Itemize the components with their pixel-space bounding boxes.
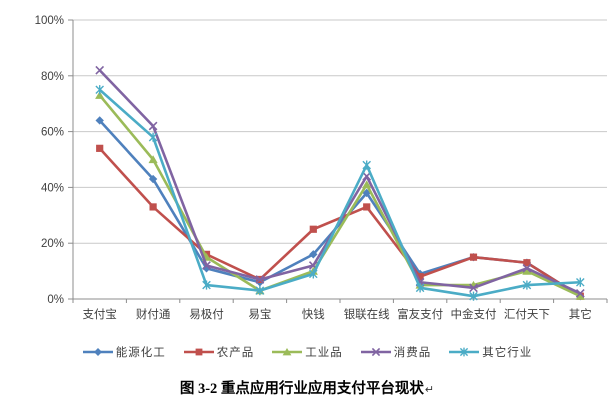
legend-item-label: 消费品 (393, 347, 432, 359)
x-tick-label: 快钱 (302, 307, 325, 321)
legend-item: 能源化工 (82, 344, 166, 360)
legend-item: 消费品 (360, 344, 432, 360)
x-marker-icon (575, 289, 585, 298)
asterisk-marker-icon (202, 280, 211, 290)
x-marker-icon (202, 261, 211, 270)
legend-key-icon (82, 348, 113, 356)
asterisk-marker-icon (362, 160, 371, 170)
legend-item: 工业品 (271, 344, 343, 360)
triangle-marker-icon (362, 180, 372, 189)
legend-item: 其它行业 (448, 344, 532, 360)
x-marker-icon (469, 283, 478, 293)
x-marker-icon (148, 121, 158, 131)
square-marker-icon (195, 348, 203, 356)
triangle-marker-icon (575, 292, 585, 300)
asterisk-marker-icon (576, 277, 585, 287)
triangle-marker-icon (282, 348, 292, 356)
legend-item: 农产品 (183, 344, 255, 360)
square-marker-icon (469, 253, 478, 261)
diamond-marker-icon (95, 116, 104, 125)
x-tick-label: 其它 (569, 307, 592, 321)
triangle-marker-icon (148, 155, 158, 164)
triangle-marker-icon (522, 266, 532, 275)
y-tick-label: 80% (41, 71, 64, 83)
figure-caption-text: 图 3-2 重点应用行业应用支付平台现状 (179, 381, 424, 397)
x-marker-icon (95, 65, 105, 75)
y-tick-label: 40% (41, 182, 64, 194)
x-marker-icon (255, 275, 265, 284)
x-tick-label: 中金支付 (451, 307, 497, 321)
chart-legend: 能源化工 农产品 工业品 消费品 其它行业 (0, 344, 614, 360)
x-tick-label: 支付宝 (82, 307, 117, 321)
square-marker-icon (363, 203, 371, 211)
legend-key-icon (272, 348, 303, 356)
square-marker-icon (416, 273, 424, 281)
legend-item-label: 能源化工 (115, 347, 166, 359)
x-tick-label: 银联在线 (344, 307, 390, 321)
diamond-marker-icon (148, 174, 158, 184)
figure-caption: 图 3-2 重点应用行业应用支付平台现状↵ (0, 377, 614, 398)
square-marker-icon (149, 203, 157, 211)
square-marker-icon (96, 144, 104, 152)
series-line (98, 94, 581, 298)
y-tick-label: 60% (41, 127, 64, 139)
series-line (98, 88, 581, 298)
asterisk-marker-icon (469, 291, 478, 301)
legend-item-label: 其它行业 (482, 347, 533, 359)
series-line (98, 119, 581, 298)
square-marker-icon (523, 259, 531, 267)
asterisk-marker-icon (255, 286, 265, 296)
x-tick-label: 汇付天下 (504, 308, 550, 321)
legend-item-label: 农产品 (216, 347, 255, 359)
x-tick-label: 富友支付 (397, 307, 443, 321)
diamond-marker-icon (202, 264, 211, 273)
asterisk-marker-icon (148, 132, 158, 142)
paragraph-mark-icon: ↵ (424, 384, 435, 396)
x-tick-label: 易极付 (189, 307, 224, 321)
asterisk-marker-icon (95, 85, 104, 95)
y-tick-label: 0% (47, 294, 64, 306)
x-marker-icon (522, 263, 532, 273)
triangle-marker-icon (95, 91, 105, 99)
legend-key-icon (183, 348, 214, 356)
y-tick-label: 20% (41, 238, 64, 250)
x-marker-icon (371, 347, 380, 357)
legend-key-icon (360, 347, 391, 357)
diamond-marker-icon (93, 348, 102, 356)
legend-item-label: 工业品 (305, 347, 343, 359)
asterisk-marker-icon (460, 347, 469, 357)
legend-key-icon (449, 347, 480, 357)
line-chart: 0% 20% 40% 60% 80% 100% 支付宝 财付通 易极付 易宝 快钱 银联在线 富友支付中… (35, 15, 608, 321)
x-tick-label: 易宝 (248, 307, 271, 321)
asterisk-marker-icon (309, 269, 318, 279)
asterisk-marker-icon (415, 283, 425, 293)
diamond-marker-icon (309, 250, 318, 259)
asterisk-marker-icon (522, 280, 532, 290)
y-tick-label: 100% (35, 15, 64, 27)
square-marker-icon (309, 225, 317, 233)
x-tick-label: 财付通 (136, 307, 171, 321)
